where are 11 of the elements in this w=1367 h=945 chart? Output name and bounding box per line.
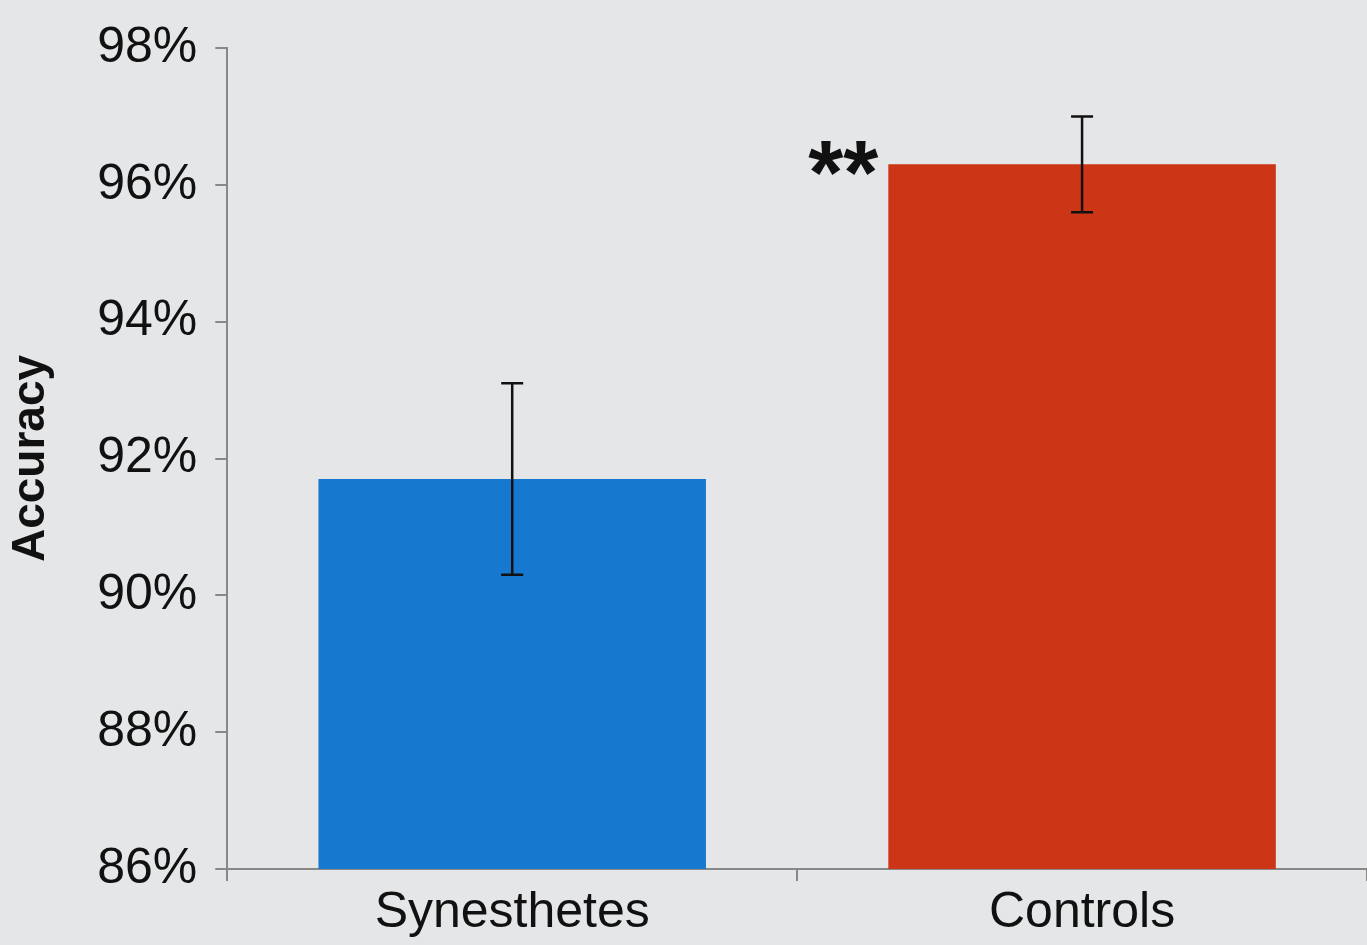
y-tick-label: 94% xyxy=(97,290,198,347)
y-tick-label: 92% xyxy=(97,427,198,484)
y-tick-label: 86% xyxy=(97,837,198,894)
y-tick-label: 88% xyxy=(97,700,198,757)
x-tick-label: Synesthetes xyxy=(374,881,650,938)
y-tick-label: 96% xyxy=(97,153,198,210)
annotation: ** xyxy=(808,123,879,224)
y-axis-title: Accuracy xyxy=(2,354,55,563)
x-tick-label: Controls xyxy=(988,881,1176,938)
y-tick-label: 98% xyxy=(97,16,198,73)
y-tick-label: 90% xyxy=(97,564,198,621)
